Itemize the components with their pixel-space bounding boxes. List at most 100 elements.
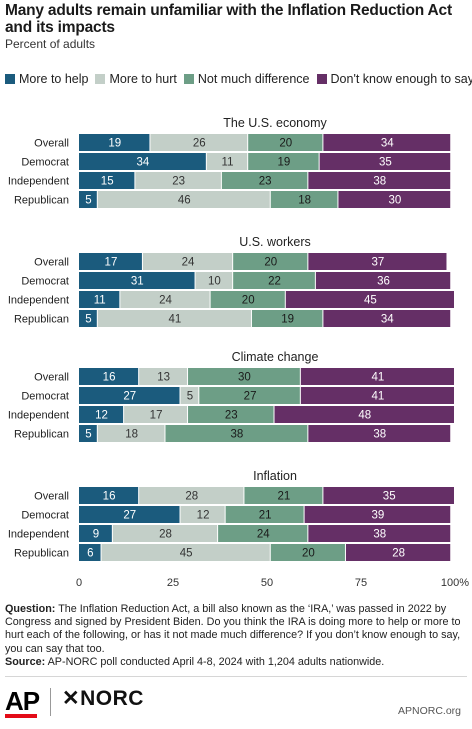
legend-label: Don't know enough to say: [330, 72, 472, 86]
bar-segment: [79, 368, 139, 385]
data-label: 27: [123, 391, 136, 403]
bar-segment: [195, 272, 233, 289]
row-label: Overall: [34, 257, 69, 269]
legend-item-hurt: More to hurt: [95, 72, 177, 86]
panel-title: The U.S. economy: [223, 116, 327, 130]
legend-swatch: [316, 74, 327, 84]
data-label: 20: [264, 257, 277, 269]
bar-segment: [112, 525, 218, 542]
panel-title: Climate change: [232, 350, 319, 364]
bar-segment: [79, 406, 124, 423]
bar-segment: [139, 368, 188, 385]
row-label: Republican: [14, 314, 69, 326]
bar-segment: [323, 310, 451, 327]
bar-segment: [300, 368, 454, 385]
data-label: 15: [101, 176, 114, 188]
data-label: 48: [358, 410, 371, 422]
data-label: 38: [373, 429, 386, 441]
data-label: 24: [257, 529, 270, 541]
row-label: Overall: [34, 138, 69, 150]
bar-segment: [304, 506, 451, 523]
bar-segment: [188, 368, 300, 385]
bar-segment: [79, 172, 135, 189]
bar-segment: [300, 387, 454, 404]
bar-segment: [233, 253, 308, 270]
data-label: 27: [123, 510, 136, 522]
data-label: 28: [392, 548, 405, 560]
bar-segment: [248, 134, 323, 151]
bar-segment: [270, 191, 338, 208]
bar-segment: [285, 291, 454, 308]
chart-title: Many adults remain unfamiliar with the I…: [5, 2, 452, 36]
data-label: 34: [381, 138, 394, 150]
bar-segment: [274, 406, 454, 423]
ap-logo-underline: [5, 714, 37, 718]
data-label: 37: [372, 257, 385, 269]
data-label: 35: [379, 157, 392, 169]
bar-segment: [308, 253, 447, 270]
data-label: 41: [372, 372, 385, 384]
source-text: AP-NORC poll conducted April 4-8, 2024 w…: [47, 655, 385, 668]
data-label: 23: [259, 176, 272, 188]
data-label: 39: [372, 510, 385, 522]
bar-segment: [142, 253, 233, 270]
data-label: 27: [244, 391, 257, 403]
data-label: 11: [94, 295, 106, 307]
data-label: 30: [388, 195, 401, 207]
data-label: 46: [178, 195, 191, 207]
data-label: 36: [377, 276, 390, 288]
bar-segment: [233, 272, 315, 289]
row-label: Independent: [8, 529, 69, 541]
legend-item-help: More to help: [5, 72, 88, 86]
data-label: 16: [103, 372, 116, 384]
data-label: 20: [242, 295, 255, 307]
bar-segment: [199, 387, 300, 404]
data-label: 21: [278, 491, 291, 503]
bar-segment: [180, 387, 199, 404]
stacked-bar-chart: The U.S. economy Overall 19 26 20 34 Democrat 3…: [8, 116, 469, 589]
bar-segment: [165, 425, 308, 442]
data-label: 9: [93, 529, 99, 541]
bar-segment: [79, 544, 101, 561]
data-label: 13: [157, 372, 170, 384]
legend-label: Not much difference: [197, 72, 310, 86]
data-label: 28: [159, 529, 172, 541]
bar-segment: [218, 525, 308, 542]
data-label: 26: [193, 138, 206, 150]
data-label: 38: [373, 176, 386, 188]
norc-logo: ✕NORC: [62, 687, 144, 710]
bar-segment: [79, 272, 195, 289]
row-label: Democrat: [21, 510, 69, 522]
legend-label: More to hurt: [109, 72, 177, 86]
x-tick-label: 50: [261, 577, 273, 589]
bar-segment: [79, 134, 150, 151]
data-label: 31: [131, 276, 144, 288]
bar-segment: [79, 253, 142, 270]
data-label: 23: [225, 410, 238, 422]
data-label: 21: [259, 510, 272, 522]
ap-logo: AP: [5, 686, 40, 716]
bar-segment: [323, 487, 454, 504]
footer-divider: [5, 676, 467, 677]
bar-segment: [221, 172, 308, 189]
bar-segment: [244, 487, 323, 504]
bar-segment: [323, 134, 451, 151]
bar-segment: [248, 153, 319, 170]
bar-segment: [79, 387, 180, 404]
data-label: 10: [208, 276, 221, 288]
bar-segment: [79, 487, 139, 504]
data-label: 6: [87, 548, 93, 560]
bar-segment: [315, 272, 451, 289]
question-text: The Inflation Reduction Act, a bill also…: [5, 603, 461, 655]
data-label: 38: [231, 429, 244, 441]
data-label: 24: [182, 257, 195, 269]
bar-segment: [150, 134, 248, 151]
panel-title: U.S. workers: [239, 235, 311, 249]
bar-segment: [79, 191, 97, 208]
legend-swatch: [95, 74, 106, 84]
credit-link[interactable]: APNORC.org: [397, 705, 461, 717]
bar-segment: [308, 172, 451, 189]
bar-segment: [79, 525, 112, 542]
row-label: Republican: [14, 195, 69, 207]
bar-segment: [180, 506, 225, 523]
